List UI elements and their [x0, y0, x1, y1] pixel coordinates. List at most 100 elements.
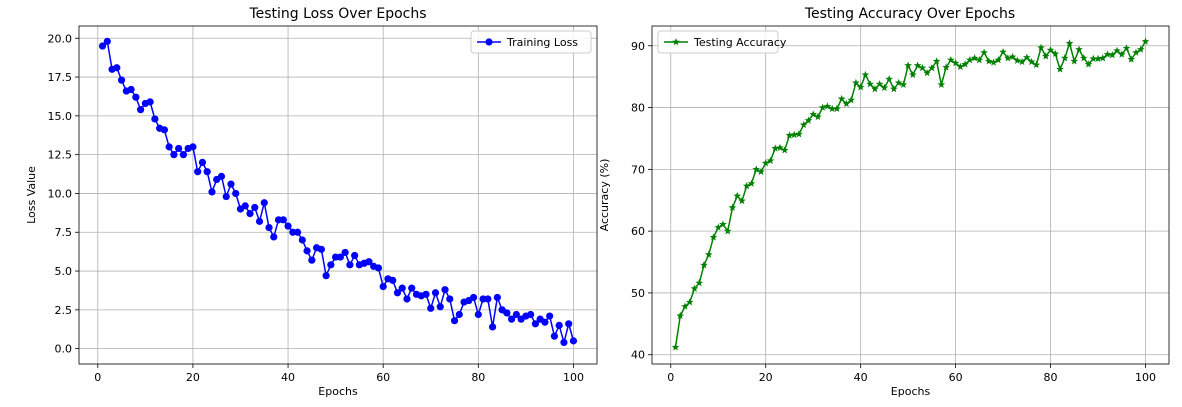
data-point: [704, 250, 713, 258]
data-point: [1027, 57, 1036, 66]
data-point: [351, 251, 359, 260]
data-point: [565, 320, 573, 328]
data-point: [303, 247, 311, 255]
data-point: [179, 151, 188, 159]
data-point: [1094, 54, 1102, 62]
data-point: [346, 261, 354, 269]
data-point: [546, 312, 554, 320]
data-point: [747, 179, 756, 187]
data-point: [1018, 57, 1026, 66]
data-point: [527, 310, 535, 319]
data-point: [1013, 56, 1022, 64]
data-point: [336, 253, 344, 261]
data-point: [1103, 50, 1112, 58]
x-axis-label: Epochs: [318, 385, 358, 398]
chart-title: Testing Loss Over Epochs: [248, 6, 426, 22]
data-point: [1051, 49, 1060, 58]
data-point: [175, 144, 183, 153]
data-point: [569, 337, 578, 345]
data-point: [856, 83, 865, 91]
data-point: [203, 168, 211, 176]
x-tick-label: 0: [94, 371, 101, 384]
data-point: [270, 233, 278, 241]
data-point: [431, 289, 440, 297]
legend-marker: [485, 38, 493, 46]
y-tick-label: 0.0: [55, 343, 73, 356]
data-point: [980, 48, 988, 56]
data-point: [1127, 55, 1136, 63]
x-tick-label: 100: [1135, 371, 1156, 384]
data-point: [422, 290, 430, 298]
loss-chart-panel: 0 20 40 60 80 100 0.0 2.5 5.0 7.5 10.0 12.5 15.0 17.5…: [25, 6, 598, 398]
data-point: [474, 310, 482, 319]
x-tick-label: 100: [563, 371, 584, 384]
legend-label: Training Loss: [506, 36, 578, 49]
data-point: [799, 120, 808, 129]
data-point: [766, 156, 775, 164]
data-point: [742, 182, 751, 190]
data-point: [695, 279, 704, 287]
data-point: [719, 220, 727, 228]
data-point: [904, 61, 912, 69]
x-tick-label: 0: [667, 371, 674, 384]
data-point: [966, 55, 974, 64]
data-point: [761, 159, 770, 167]
x-tick-label: 20: [759, 371, 773, 384]
data-point: [676, 311, 685, 320]
data-point: [1023, 53, 1031, 61]
data-point: [880, 83, 889, 92]
data-point: [690, 284, 699, 292]
data-point: [833, 104, 841, 113]
plot-frame: [78, 25, 598, 365]
data-point: [1108, 51, 1117, 59]
data-point: [208, 188, 216, 196]
data-point: [403, 295, 411, 303]
series-line: [102, 39, 575, 346]
data-point: [837, 94, 846, 103]
y-tick-label: 10.0: [48, 187, 73, 200]
data-point: [1075, 45, 1083, 53]
data-point: [379, 282, 387, 291]
data-point: [1132, 48, 1140, 56]
data-point: [389, 276, 397, 284]
data-point: [555, 321, 563, 329]
data-point: [671, 343, 680, 351]
data-point: [866, 80, 874, 88]
legend-label: Testing Accuracy: [693, 36, 787, 49]
y-tick-label: 17.5: [48, 71, 73, 84]
data-point: [255, 217, 264, 225]
data-point: [560, 338, 568, 347]
data-point: [227, 180, 235, 188]
data-point: [103, 37, 111, 45]
data-point: [780, 146, 789, 154]
data-point: [847, 96, 855, 104]
y-tick-label: 2.5: [55, 304, 73, 317]
data-point: [875, 80, 884, 88]
y-tick-label: 70: [631, 163, 645, 176]
x-tick-label: 40: [281, 371, 295, 384]
data-point: [942, 63, 950, 71]
legend-marker: [672, 38, 680, 46]
data-point: [700, 261, 708, 269]
legend-box: [470, 30, 592, 54]
data-point: [1032, 60, 1041, 69]
data-point: [136, 106, 145, 114]
data-point: [132, 93, 140, 101]
data-point: [508, 315, 516, 323]
data-point: [861, 70, 870, 79]
data-point: [232, 189, 240, 198]
data-point: [1060, 54, 1069, 62]
data-point: [1079, 54, 1088, 62]
data-point: [531, 320, 540, 328]
data-point: [279, 216, 287, 224]
data-point: [260, 199, 268, 207]
data-point: [113, 64, 121, 72]
y-tick-label: 5.0: [55, 265, 73, 278]
data-point: [493, 293, 501, 302]
data-point: [738, 196, 746, 205]
data-point: [685, 298, 694, 306]
data-point: [365, 258, 373, 266]
data-point: [160, 126, 168, 134]
data-point: [151, 115, 159, 123]
data-point: [165, 143, 173, 151]
